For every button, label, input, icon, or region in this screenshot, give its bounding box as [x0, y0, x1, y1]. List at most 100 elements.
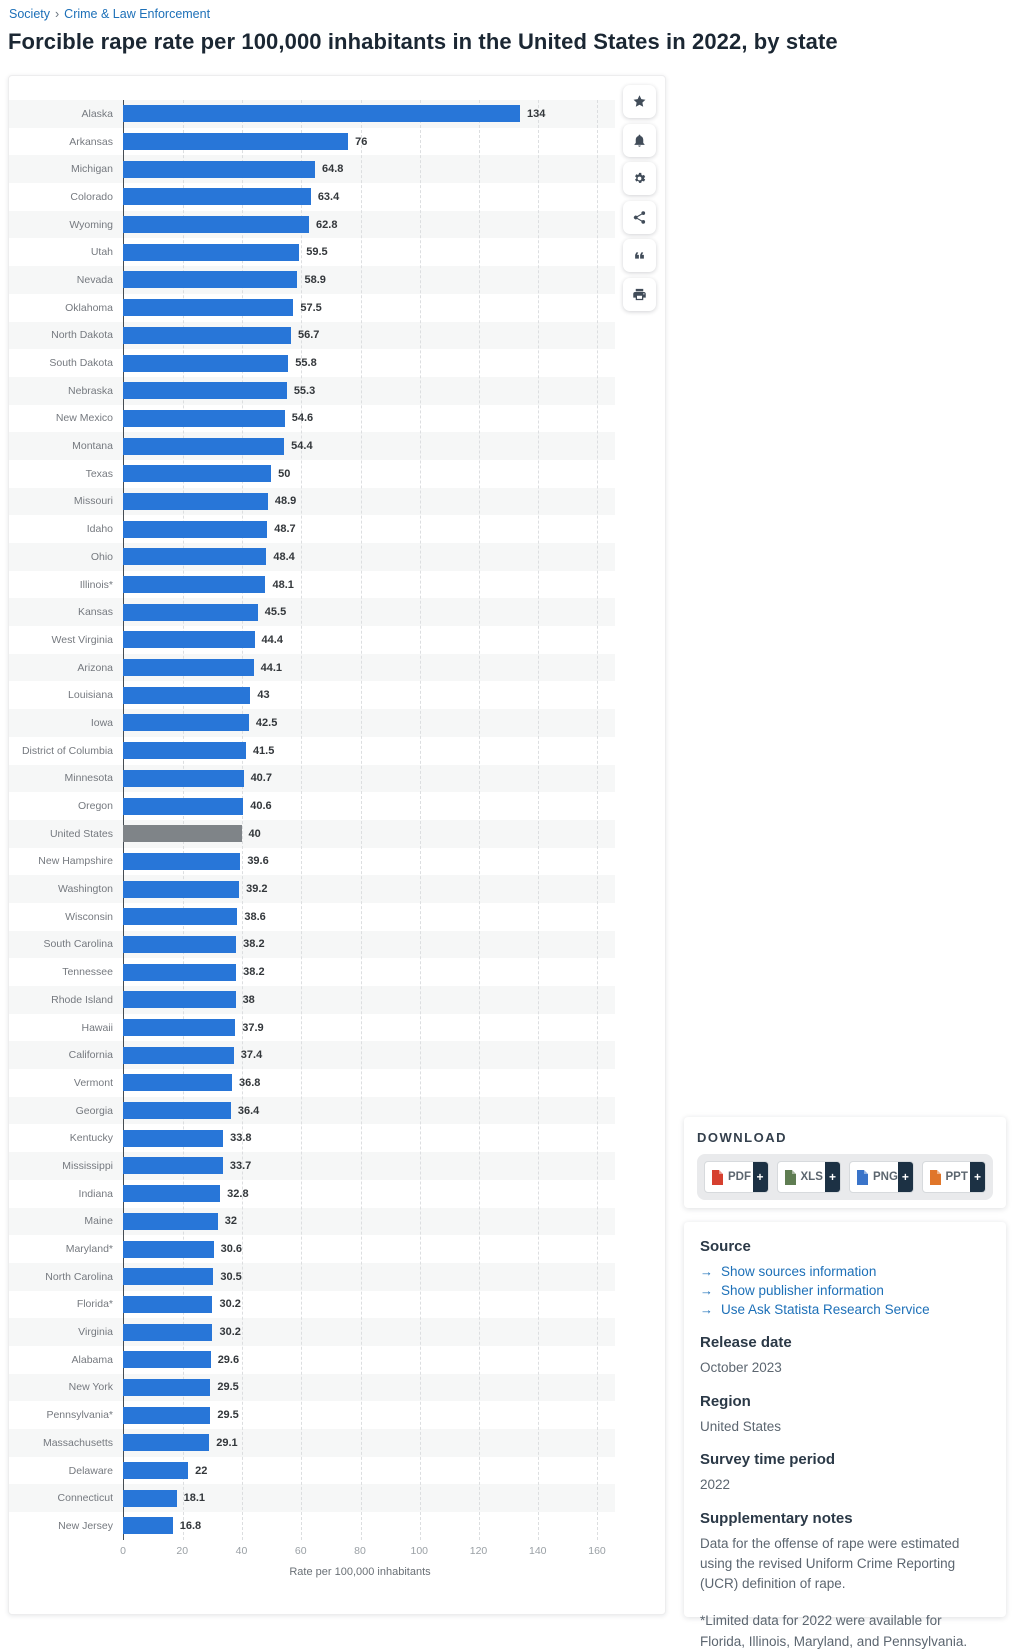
citation-button[interactable]	[623, 239, 656, 272]
breadcrumb-link-society[interactable]: Society	[9, 7, 50, 21]
bar[interactable]	[123, 825, 242, 843]
bar[interactable]	[123, 686, 251, 704]
bar[interactable]	[123, 714, 249, 732]
arrow-icon: →	[700, 1283, 713, 1298]
value-label: 59.5	[306, 246, 328, 259]
bar[interactable]	[123, 1295, 213, 1313]
bar[interactable]	[123, 1129, 224, 1147]
bar[interactable]	[123, 1489, 177, 1507]
bar[interactable]	[123, 1046, 234, 1064]
share-button[interactable]	[623, 200, 656, 234]
show-publisher-link[interactable]: → Show publisher information	[700, 1283, 884, 1298]
bar[interactable]	[123, 216, 310, 234]
favorite-button[interactable]	[623, 85, 656, 118]
bar[interactable]	[123, 1517, 173, 1535]
supplementary-notes-heading: Supplementary notes	[700, 1509, 853, 1527]
value-label: 44.1	[260, 661, 283, 674]
bar[interactable]	[123, 659, 254, 677]
download-ppt-button[interactable]: PPT +	[921, 1161, 986, 1193]
bar[interactable]	[123, 1157, 223, 1175]
bar[interactable]	[123, 1378, 211, 1396]
bar[interactable]	[123, 1240, 214, 1258]
value-label: 54.4	[291, 440, 313, 453]
bar[interactable]	[123, 1268, 214, 1286]
pdf-plus-option[interactable]: +	[752, 1162, 768, 1192]
category-label: United States	[49, 827, 113, 840]
settings-button[interactable]	[623, 162, 656, 195]
bar[interactable]	[123, 631, 255, 649]
bar[interactable]	[123, 1185, 221, 1203]
bar-row: Maine 32	[9, 1207, 615, 1236]
bar[interactable]	[123, 271, 298, 289]
bar[interactable]	[123, 133, 349, 151]
download-png-button[interactable]: PNG +	[849, 1161, 914, 1193]
bar[interactable]	[123, 1406, 211, 1424]
bar[interactable]	[123, 797, 244, 815]
value-label: 29.5	[217, 1381, 239, 1394]
category-label: Nevada	[76, 273, 113, 286]
value-label: 55.8	[295, 357, 317, 370]
bar-row: Delaware 22	[9, 1457, 615, 1485]
bar[interactable]	[123, 1323, 213, 1341]
category-label: Pennsylvania*	[46, 1409, 113, 1422]
bar[interactable]	[123, 852, 241, 870]
bar-row: Wisconsin 38.6	[9, 903, 615, 931]
download-xls-button[interactable]: XLS +	[776, 1161, 841, 1193]
bar[interactable]	[123, 548, 267, 566]
bar[interactable]	[123, 1102, 231, 1120]
bar[interactable]	[123, 769, 244, 787]
print-button[interactable]	[623, 277, 656, 311]
bar[interactable]	[123, 991, 236, 1009]
breadcrumb-link-crime-law[interactable]: Crime & Law Enforcement	[64, 7, 211, 21]
ppt-plus-option[interactable]: +	[970, 1162, 985, 1192]
bar[interactable]	[123, 382, 287, 400]
x-tick-label: 0	[120, 1544, 126, 1557]
bar-row: South Carolina 38.2	[9, 930, 615, 959]
value-label: 33.7	[229, 1159, 252, 1172]
category-label: Alaska	[81, 107, 113, 120]
bar[interactable]	[123, 603, 258, 621]
png-plus-option[interactable]: +	[897, 1162, 913, 1192]
category-label: North Dakota	[51, 329, 113, 342]
ask-statista-link[interactable]: → Use Ask Statista Research Service	[700, 1302, 930, 1317]
bar-row: Louisiana 43	[9, 681, 615, 709]
bar[interactable]	[123, 908, 238, 926]
bar[interactable]	[123, 188, 311, 206]
bar[interactable]	[123, 1212, 218, 1230]
bar[interactable]	[123, 354, 289, 372]
bar[interactable]	[123, 520, 268, 538]
bar[interactable]	[123, 465, 272, 483]
download-pdf-button[interactable]: PDF +	[704, 1161, 769, 1193]
bar[interactable]	[123, 1019, 236, 1037]
bar[interactable]	[123, 963, 237, 981]
xls-plus-option[interactable]: +	[825, 1162, 840, 1192]
category-label: Arizona	[77, 661, 113, 674]
notification-button[interactable]	[623, 123, 656, 157]
bar[interactable]	[123, 243, 300, 261]
bar[interactable]	[123, 492, 268, 510]
bar[interactable]	[123, 1434, 210, 1452]
region-heading: Region	[700, 1392, 751, 1410]
bar-row: Colorado 63.4	[9, 183, 615, 211]
bar-row: Virginia 30.2	[9, 1318, 615, 1346]
bar[interactable]	[123, 1462, 189, 1480]
x-tick-label: 160	[588, 1544, 606, 1557]
bar[interactable]	[123, 409, 285, 427]
bar[interactable]	[123, 742, 246, 760]
category-label: Indiana	[78, 1187, 113, 1200]
bar[interactable]	[123, 576, 266, 594]
value-label: 56.7	[297, 329, 320, 342]
bar[interactable]	[123, 105, 520, 123]
category-label: Montana	[72, 440, 113, 453]
bar[interactable]	[123, 1351, 211, 1369]
bar[interactable]	[123, 299, 294, 317]
show-sources-link[interactable]: → Show sources information	[700, 1264, 877, 1279]
bar[interactable]	[123, 326, 291, 344]
bar-row: Illinois* 48.1	[9, 571, 615, 599]
x-tick-label: 80	[354, 1544, 366, 1557]
bar[interactable]	[123, 935, 237, 953]
bar[interactable]	[123, 1074, 233, 1092]
bar[interactable]	[123, 437, 285, 455]
bar[interactable]	[123, 880, 240, 898]
bar[interactable]	[123, 160, 315, 178]
